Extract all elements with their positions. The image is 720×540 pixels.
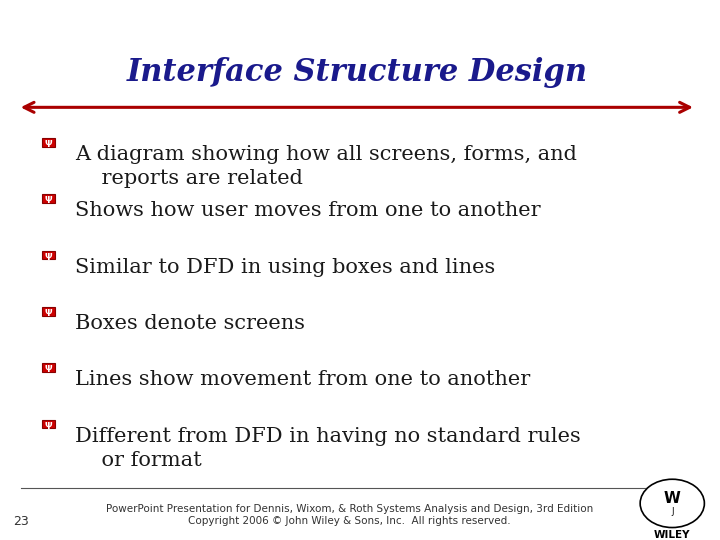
FancyBboxPatch shape — [42, 420, 55, 428]
FancyBboxPatch shape — [42, 363, 55, 372]
Text: Ψ: Ψ — [45, 422, 53, 430]
Text: Ψ: Ψ — [45, 365, 53, 374]
Text: Ψ: Ψ — [45, 253, 53, 261]
Circle shape — [640, 479, 704, 528]
FancyBboxPatch shape — [42, 194, 55, 203]
Text: J: J — [671, 508, 673, 516]
Text: Ψ: Ψ — [45, 196, 53, 205]
Text: WILEY: WILEY — [654, 530, 690, 539]
Text: Similar to DFD in using boxes and lines: Similar to DFD in using boxes and lines — [75, 258, 495, 276]
FancyBboxPatch shape — [42, 307, 55, 315]
Text: PowerPoint Presentation for Dennis, Wixom, & Roth Systems Analysis and Design, 3: PowerPoint Presentation for Dennis, Wixo… — [106, 504, 593, 526]
Text: Interface Structure Design: Interface Structure Design — [126, 57, 588, 88]
Text: Boxes denote screens: Boxes denote screens — [75, 314, 305, 333]
Text: Different from DFD in having no standard rules
    or format: Different from DFD in having no standard… — [75, 427, 581, 470]
Text: Lines show movement from one to another: Lines show movement from one to another — [75, 370, 530, 389]
FancyBboxPatch shape — [42, 251, 55, 259]
Text: Shows how user moves from one to another: Shows how user moves from one to another — [75, 201, 541, 220]
Text: Ψ: Ψ — [45, 140, 53, 149]
Text: A diagram showing how all screens, forms, and
    reports are related: A diagram showing how all screens, forms… — [75, 145, 577, 188]
FancyBboxPatch shape — [42, 138, 55, 146]
Text: Ψ: Ψ — [45, 309, 53, 318]
Text: W: W — [664, 490, 680, 505]
Text: 23: 23 — [13, 515, 29, 528]
